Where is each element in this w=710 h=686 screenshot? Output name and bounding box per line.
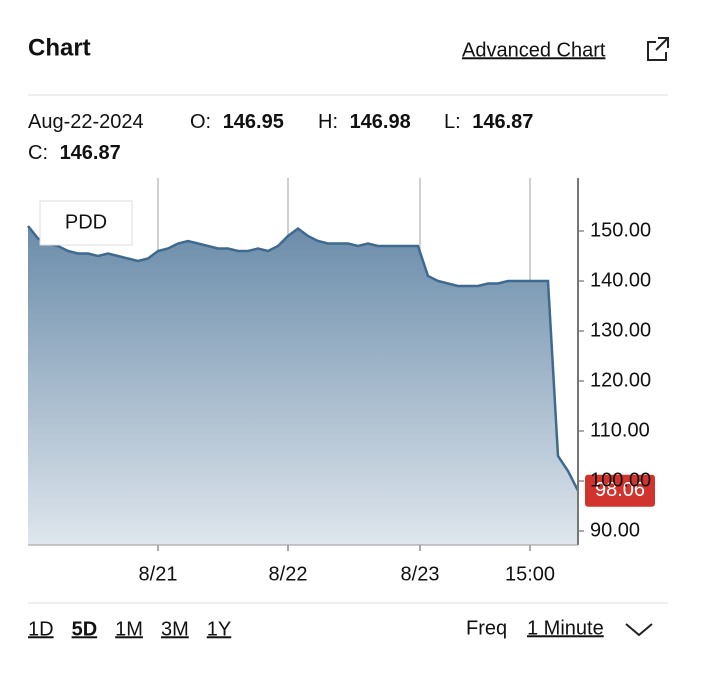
range-button[interactable]: 1M [115, 618, 143, 640]
freq-label: Freq [466, 617, 507, 639]
y-tick-label: 130.00 [590, 319, 651, 341]
legend-label: PDD [65, 211, 107, 233]
last-price-label: 98.06 [595, 479, 645, 501]
y-tick-label: 110.00 [590, 419, 650, 441]
label: L: [444, 111, 461, 133]
legend-box [39, 200, 133, 246]
label: C: [28, 142, 48, 164]
dropdown-arrow[interactable] [625, 623, 653, 637]
area [28, 226, 578, 545]
label: O: [190, 111, 211, 133]
x-tick-label: 8/22 [269, 563, 308, 585]
range-button[interactable]: 1D [28, 618, 54, 640]
quote-line: Aug-22-2024 O: 146.95 H: 146.98 L: 146.8… [28, 111, 533, 133]
low-value: 146.87 [472, 111, 533, 133]
advanced-chart-link[interactable]: Advanced Chart [462, 39, 606, 61]
plot: 8/21 8/22 8/23 15:00 98.06 90.00 100.00 110.00 1… [27, 178, 655, 585]
external-link-icon[interactable] [647, 37, 669, 61]
x-tick-label: 8/23 [401, 563, 440, 585]
y-tick-label: 90.00 [590, 519, 640, 541]
range-button[interactable]: 3M [161, 618, 189, 640]
widget-title: Chart [28, 34, 91, 61]
y-tick-label: 150.00 [590, 219, 651, 241]
quote-date: Aug-22-2024 [28, 111, 144, 133]
x-tick-label: 8/21 [139, 563, 178, 585]
footer: 1D 5D 1M 3M 1Y Freq 1 Minute [28, 617, 604, 640]
quote-line: C: 146.87 [28, 142, 121, 164]
y-tick-label: 120.00 [590, 369, 651, 391]
open-value: 146.95 [223, 111, 284, 133]
close-value: 146.87 [60, 142, 121, 164]
range-button[interactable]: 1Y [207, 618, 231, 640]
x-tick-label: 15:00 [505, 563, 555, 585]
freq-select[interactable]: 1 Minute [527, 617, 604, 639]
label: H: [318, 111, 338, 133]
y-tick-label: 100.00 [590, 469, 651, 491]
range-button[interactable]: 5D [72, 618, 98, 640]
y-tick-label: 140.00 [590, 269, 651, 291]
price-line [27, 225, 580, 492]
last-price-box [585, 474, 655, 507]
high-value: 146.98 [350, 111, 411, 133]
